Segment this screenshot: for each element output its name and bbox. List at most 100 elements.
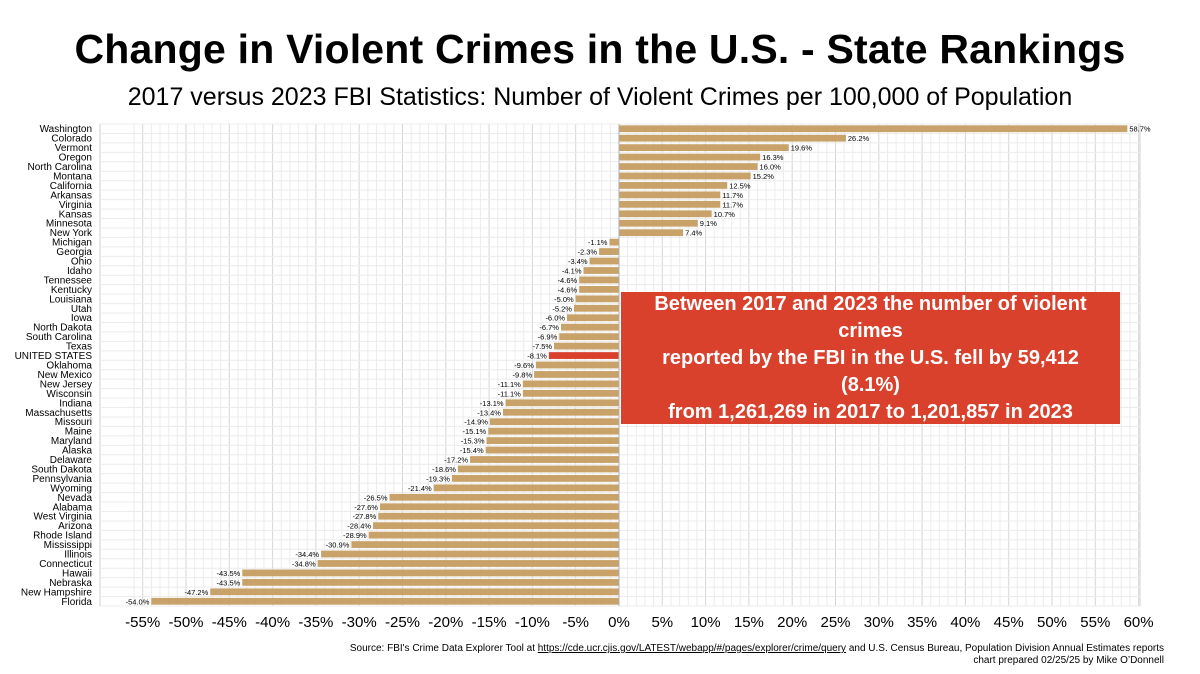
bar-wyoming [433, 484, 619, 492]
bar-alabama [379, 503, 619, 511]
data-label: -15.1% [462, 427, 486, 436]
callout-line-3: from 1,261,269 in 2017 to 1,201,857 in 2… [668, 400, 1073, 423]
bar-delaware [470, 456, 619, 463]
data-label: -3.4% [568, 257, 588, 266]
category-label: Delaware [50, 455, 93, 466]
category-label: New York [50, 228, 93, 239]
data-label: -27.6% [354, 503, 378, 512]
data-label: -5.2% [552, 304, 572, 313]
data-label: -4.6% [558, 276, 578, 285]
x-tick-label: 10% [691, 614, 721, 631]
bar-tennessee [579, 276, 619, 284]
category-label: Florida [61, 597, 92, 608]
bar-illinois [321, 550, 619, 558]
bar-new-york [619, 229, 684, 237]
category-label: Michigan [52, 238, 92, 249]
category-label: Arkansas [50, 190, 92, 201]
data-label: -26.5% [364, 493, 388, 502]
callout-line-2: reported by the FBI in the U.S. fell by … [662, 346, 1079, 396]
bar-utah [573, 304, 619, 312]
category-label: Rhode Island [33, 531, 92, 542]
bar-vermont [619, 144, 789, 152]
bar-iowa [567, 314, 619, 322]
x-tick-label: -45% [212, 614, 247, 631]
bar-colorado [619, 134, 846, 142]
summary-callout: Between 2017 and 2023 the number of viol… [621, 292, 1120, 424]
category-label: Wisconsin [46, 389, 92, 400]
category-label: Virginia [59, 200, 93, 211]
category-label: Mississippi [44, 540, 92, 551]
bar-south-carolina [559, 333, 619, 341]
data-label: -4.1% [562, 266, 582, 275]
x-tick-label: -40% [255, 614, 290, 631]
data-label: -43.5% [217, 569, 241, 578]
data-label: -17.2% [444, 456, 468, 465]
x-tick-label: -50% [168, 614, 203, 631]
bar-maryland [486, 437, 619, 445]
category-label: Oklahoma [46, 361, 92, 372]
bar-alaska [485, 446, 619, 454]
bar-kansas [619, 210, 712, 218]
data-label: -6.0% [545, 314, 565, 323]
x-tick-label: 50% [1037, 614, 1067, 631]
category-label: South Dakota [31, 464, 92, 475]
x-tick-label: 35% [907, 614, 937, 631]
data-label: -8.1% [527, 352, 547, 361]
data-label: -2.3% [577, 248, 597, 257]
bar-north-carolina [619, 163, 758, 170]
x-tick-label: 25% [820, 614, 850, 631]
bar-michigan [609, 238, 619, 246]
category-label: New Hampshire [21, 587, 93, 598]
data-label: 11.7% [722, 191, 743, 200]
data-label: 16.0% [760, 163, 782, 172]
category-label: Washington [40, 124, 92, 135]
category-label: Alabama [53, 502, 93, 513]
category-label: Pennsylvania [33, 474, 93, 485]
x-tick-label: -30% [342, 614, 377, 631]
data-label: -34.4% [295, 550, 319, 559]
category-label: Nebraska [49, 578, 92, 589]
category-label: Missouri [55, 417, 92, 428]
category-label: Hawaii [62, 568, 92, 579]
data-label: -11.1% [498, 389, 522, 398]
category-label: Georgia [56, 247, 92, 258]
x-tick-label: -10% [515, 614, 550, 631]
category-label: Maryland [51, 436, 92, 447]
data-label: -5.0% [554, 295, 574, 304]
bar-arizona [373, 522, 619, 530]
category-label: Maine [65, 427, 93, 438]
data-label: -21.4% [408, 484, 432, 493]
x-tick-label: 30% [864, 614, 894, 631]
category-label: Massachusetts [25, 408, 92, 419]
x-tick-label: 40% [950, 614, 980, 631]
data-label: -28.9% [343, 531, 367, 540]
data-label: 11.7% [722, 200, 743, 209]
bar-west-virginia [378, 512, 619, 520]
bar-hawaii [242, 569, 620, 577]
data-label: 58.7% [1129, 125, 1151, 134]
category-label: Texas [66, 342, 92, 353]
category-label: Alaska [62, 446, 92, 457]
data-label: -14.9% [464, 418, 488, 427]
bar-wisconsin [522, 389, 619, 397]
bar-nevada [389, 493, 619, 501]
category-label: Arizona [58, 521, 92, 532]
bar-washington [619, 125, 1128, 133]
data-label: -11.1% [498, 380, 522, 389]
category-label: Nevada [58, 493, 93, 504]
data-label: 10.7% [714, 210, 736, 219]
x-tick-label: 55% [1080, 614, 1110, 631]
bar-pennsylvania [451, 475, 619, 482]
source-suffix: and U.S. Census Bureau, Population Divis… [846, 643, 1164, 654]
data-label: -43.5% [217, 578, 241, 587]
category-label: West Virginia [33, 512, 92, 523]
source-link[interactable]: https://cde.ucr.cjis.gov/LATEST/webapp/#… [537, 643, 847, 654]
bar-north-dakota [560, 323, 619, 331]
data-label: -19.3% [426, 474, 450, 483]
data-label: 15.2% [753, 172, 775, 181]
bar-connecticut [317, 560, 619, 567]
category-label: UNITED STATES [15, 351, 93, 362]
bar-ohio [589, 257, 619, 265]
bar-texas [554, 342, 619, 350]
bar-virginia [619, 200, 721, 208]
